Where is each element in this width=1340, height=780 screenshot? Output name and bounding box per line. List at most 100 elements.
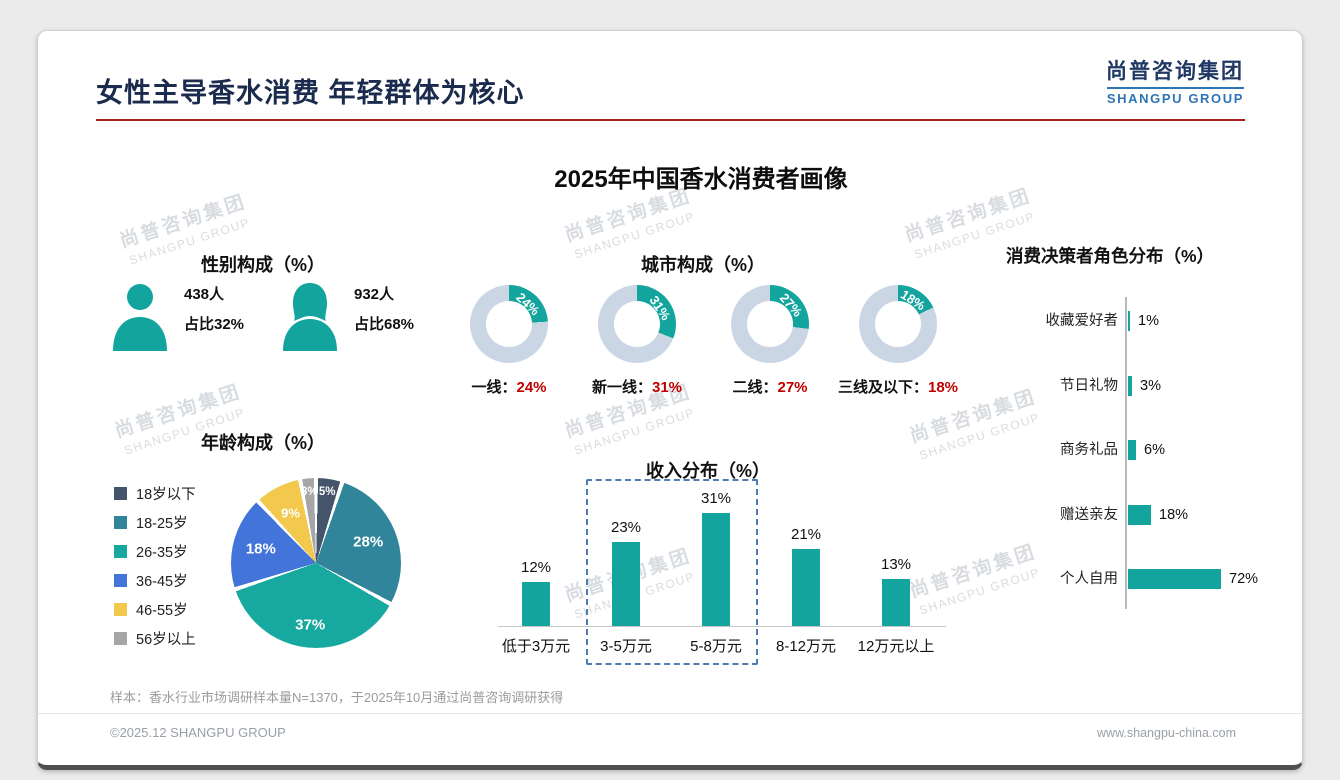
donut-hole [875,301,921,347]
pie-slice-label: 28% [353,533,384,551]
donut-caption: 一线：24% [439,376,579,397]
male-share: 占比32% [184,316,245,333]
legend-swatch [114,574,127,587]
logo-en-text: SHANGPU GROUP [1106,87,1244,106]
copyright-text: ©2025.12 SHANGPU GROUP [110,725,286,740]
donut-caption-value: 18% [927,379,959,396]
pie-slice-label: 3% [300,485,318,498]
donut-caption: 新一线：31% [567,376,707,397]
legend-item: 46-55岁 [114,595,196,624]
donut-chart: 18% [859,285,937,363]
city-section-title: 城市构成（%） [640,255,765,275]
donut-hole [486,301,532,347]
page-title: 女性主导香水消费 年轻群体为核心 [96,78,525,108]
income-x-axis [498,626,946,627]
age-legend: 18岁以下 18-25岁 26-35岁 36-45岁 46-55岁 56岁以上 [114,479,196,653]
pie-slice-label: 18% [245,540,276,558]
bar [612,542,640,626]
bar [1128,311,1130,331]
legend-item: 26-35岁 [114,537,196,566]
legend-item: 18岁以下 [114,479,196,508]
legend-label: 26-35岁 [136,545,188,561]
legend-item: 36-45岁 [114,566,196,595]
bar [1128,375,1132,396]
legend-label: 18岁以下 [136,487,196,503]
pie-slice-label: 37% [295,616,326,634]
bar [792,549,820,626]
bar-value-label: 13% [880,556,912,573]
title-underline [96,119,1245,121]
hbar-value-label: 6% [1144,442,1165,458]
legend-swatch [114,632,127,645]
city-donut-cell: 27% 二线：27% [700,285,840,397]
donut-caption-value: 24% [516,379,547,396]
highlight-dashed-box [586,479,758,665]
bar-value-label: 12% [520,559,552,576]
hbar-category-label: 收藏爱好者 [1045,313,1119,329]
hbar-category-label: 节日礼物 [1060,377,1118,394]
female-share: 占比68% [354,316,415,333]
female-icon [283,283,337,351]
donut-hole [614,301,660,347]
hbar-value-label: 18% [1159,506,1189,523]
legend-label: 56岁以上 [136,632,196,648]
hbar-value-label: 72% [1229,571,1259,587]
city-donut-cell: 24% 一线：24% [439,285,579,397]
donut-chart: 31% [598,285,676,363]
bar [882,579,910,626]
female-count: 932人 [354,286,395,303]
watermark-cn-text: 尚普咨询集团 [117,191,250,253]
footer-divider [38,713,1302,714]
bar-value-label: 31% [700,490,732,507]
city-donut-cell: 31% 新一线：31% [567,285,707,397]
legend-label: 18-25岁 [136,516,188,532]
donut-caption-label: 一线： [471,379,517,396]
chart-main-title: 2025年中国香水消费者画像 [554,166,848,193]
age-pie-chart: 5% 28% 37% 18% 9% 3% [231,478,401,648]
legend-swatch [114,603,127,616]
age-section-title: 年龄构成（%） [200,433,325,453]
bar-category-label: 低于3万元 [501,638,571,655]
decision-section-title: 消费决策者角色分布（%） [1006,246,1215,266]
bar [1128,569,1221,589]
decision-y-axis [1125,297,1127,609]
donut-caption-label: 二线： [732,379,778,396]
gender-section-title: 性别构成（%） [200,255,325,275]
legend-swatch [114,545,127,558]
pie-slice-label: 9% [281,505,300,521]
company-logo: 尚普咨询集团 SHANGPU GROUP [1106,55,1244,108]
sample-footnote: 样本：香水行业市场调研样本量N=1370，于2025年10月通过尚普咨询调研获得 [110,690,564,705]
donut-caption-label: 三线及以下： [837,379,928,396]
hbar-category-label: 个人自用 [1060,571,1118,587]
income-section-title: 收入分布（%） [645,461,770,481]
pie-slice-label: 5% [318,486,336,499]
logo-cn-text: 尚普咨询集团 [1106,60,1244,83]
donut-chart: 27% [731,285,809,363]
donut-chart: 24% [470,285,548,363]
male-count: 438人 [184,286,225,303]
donut-caption-value: 27% [777,379,808,396]
bar [1128,504,1151,525]
donut-caption-value: 31% [651,379,683,396]
legend-label: 36-45岁 [136,574,188,590]
legend-swatch [114,487,127,500]
donut-caption-label: 新一线： [591,379,652,396]
bar [702,513,730,626]
bar-category-label: 3-5万元 [600,638,652,655]
hbar-category-label: 商务礼品 [1060,442,1118,458]
legend-item: 18-25岁 [114,508,196,537]
bar-category-label: 8-12万元 [775,638,837,655]
legend-item: 56岁以上 [114,624,196,653]
donut-caption: 二线：27% [700,376,840,397]
website-text: www.shangpu-china.com [1097,726,1236,740]
bar [522,582,550,626]
bar [1128,440,1136,460]
legend-swatch [114,516,127,529]
watermark-en-text: SHANGPU GROUP [572,404,697,458]
male-icon [113,284,167,351]
slide: 女性主导香水消费 年轻群体为核心 尚普咨询集团 SHANGPU GROUP 20… [37,30,1303,770]
hbar-category-label: 赠送亲友 [1060,506,1118,523]
bar-value-label: 23% [610,519,642,536]
hbar-value-label: 3% [1140,377,1161,394]
donut-hole [747,301,793,347]
